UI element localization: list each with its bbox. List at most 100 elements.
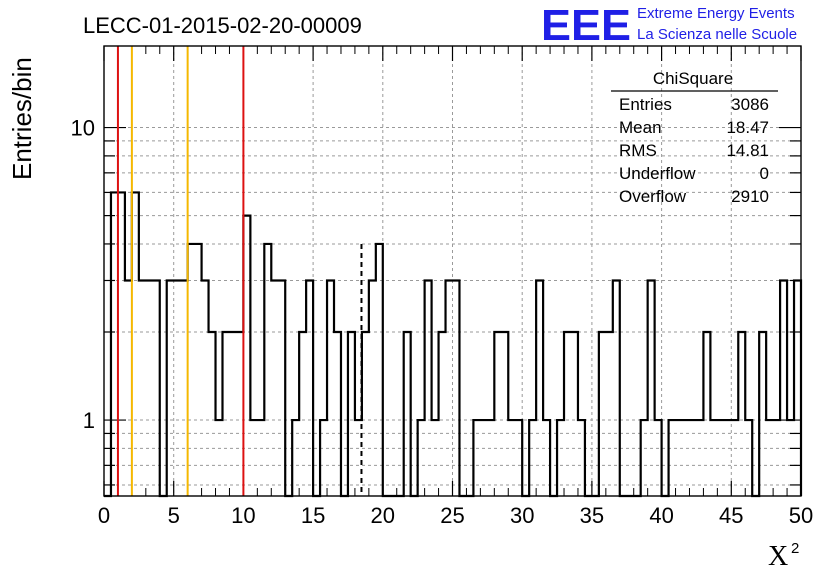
histogram-bin xyxy=(794,280,801,496)
histogram-bin xyxy=(578,420,585,496)
y-axis-label: Entries/bin xyxy=(7,57,37,180)
histogram-bin xyxy=(515,420,522,496)
histogram-bin xyxy=(118,192,125,496)
histogram-bin xyxy=(606,332,613,496)
histogram-bin xyxy=(418,420,425,496)
histogram-bin xyxy=(195,244,202,496)
histogram-bin xyxy=(669,420,676,496)
x-axis-label-text: X xyxy=(768,541,788,572)
histogram-bin xyxy=(648,280,655,496)
histogram-bin xyxy=(683,420,690,496)
histogram-bin xyxy=(425,280,432,496)
x-tick-label: 30 xyxy=(510,503,534,528)
histogram-bin xyxy=(139,280,146,496)
histogram-bin xyxy=(557,420,564,496)
histogram-bin xyxy=(453,280,460,496)
histogram-bin xyxy=(146,280,153,496)
histogram-bin xyxy=(696,420,703,496)
histogram-bin xyxy=(432,420,439,496)
histogram-bin xyxy=(780,280,787,496)
histogram-bin xyxy=(717,420,724,496)
stats-value: 0 xyxy=(760,164,769,183)
histogram-bin xyxy=(738,332,745,496)
histogram-bin xyxy=(501,332,508,496)
histogram-bin xyxy=(257,420,264,496)
stats-label: Overflow xyxy=(619,187,687,206)
histogram-bin xyxy=(250,420,257,496)
histogram-bin xyxy=(362,332,369,496)
stats-value: 14.81 xyxy=(726,141,769,160)
logo-letters: EEE xyxy=(541,1,631,50)
x-axis-label: X 2 xyxy=(768,540,799,572)
histogram-bin xyxy=(327,280,334,496)
histogram-bin xyxy=(348,332,355,496)
histogram-bin xyxy=(209,332,216,496)
histogram-bin xyxy=(243,216,250,496)
histogram-bin xyxy=(787,420,794,496)
histogram-bars xyxy=(104,191,803,498)
histogram-bin xyxy=(299,332,306,496)
histogram-bin xyxy=(613,280,620,496)
histogram-bin xyxy=(487,420,494,496)
histogram-outline xyxy=(104,191,803,498)
histogram-bin xyxy=(132,192,139,496)
plot-frame xyxy=(103,45,802,497)
histogram-bin xyxy=(271,280,278,496)
x-tick-label: 20 xyxy=(371,503,395,528)
marker-lines xyxy=(116,46,363,496)
y-tick-label: 1 xyxy=(83,408,95,433)
histogram-bin xyxy=(439,332,446,496)
x-tick-label: 40 xyxy=(649,503,673,528)
stats-box-rows: Entries 3086 Mean 18.47 RMS 14.81 Underflow 0 Ov… xyxy=(619,95,769,206)
histogram-bin xyxy=(759,332,766,496)
histogram-bin xyxy=(320,420,327,496)
histogram-bin xyxy=(473,420,480,496)
histogram-bin xyxy=(153,280,160,496)
histogram-bin xyxy=(446,280,453,496)
histogram-bin xyxy=(494,332,501,496)
histogram-bin xyxy=(306,280,313,496)
histogram-bin xyxy=(236,332,243,496)
plot-border xyxy=(103,45,802,497)
histogram-bin xyxy=(188,244,195,496)
x-tick-label: 15 xyxy=(301,503,325,528)
histogram-bin xyxy=(355,420,362,496)
histogram-bin xyxy=(599,332,606,496)
stats-value: 2910 xyxy=(731,187,769,206)
histogram-bin xyxy=(404,332,411,496)
x-tick-label: 50 xyxy=(789,503,813,528)
histogram-bin xyxy=(655,420,662,496)
histogram-bin xyxy=(703,332,710,496)
histogram-bin xyxy=(676,420,683,496)
histogram-bin xyxy=(174,280,181,496)
chart-title: LECC-01-2015-02-20-00009 xyxy=(83,13,362,38)
stats-label: Entries xyxy=(619,95,672,114)
x-tick-label: 5 xyxy=(168,503,180,528)
histogram-bin xyxy=(334,332,341,496)
histogram-bin xyxy=(773,420,780,496)
histogram-bin xyxy=(508,420,515,496)
stats-value: 18.47 xyxy=(726,118,769,137)
histogram-bin xyxy=(376,244,383,496)
stats-label: Mean xyxy=(619,118,662,137)
histogram-bin xyxy=(111,192,118,496)
x-tick-label: 35 xyxy=(580,503,604,528)
x-tick-label: 0 xyxy=(98,503,110,528)
histogram-bin xyxy=(167,280,174,496)
histogram-bin xyxy=(292,420,299,496)
histogram-bin xyxy=(222,332,229,496)
histogram-bin xyxy=(480,420,487,496)
x-tick-labels: 0 5 10 15 20 25 30 35 40 45 50 xyxy=(98,503,813,528)
stats-label: Underflow xyxy=(619,164,696,183)
histogram-bin xyxy=(543,420,550,496)
histogram-bin xyxy=(202,280,209,496)
histogram-bin xyxy=(689,420,696,496)
histogram-bin xyxy=(529,420,536,496)
histogram-bin xyxy=(536,280,543,496)
histogram-bin xyxy=(641,420,648,496)
y-tick-label: 10 xyxy=(71,116,95,141)
histogram-bin xyxy=(731,420,738,496)
x-tick-label: 10 xyxy=(231,503,255,528)
histogram-bin xyxy=(278,280,285,496)
